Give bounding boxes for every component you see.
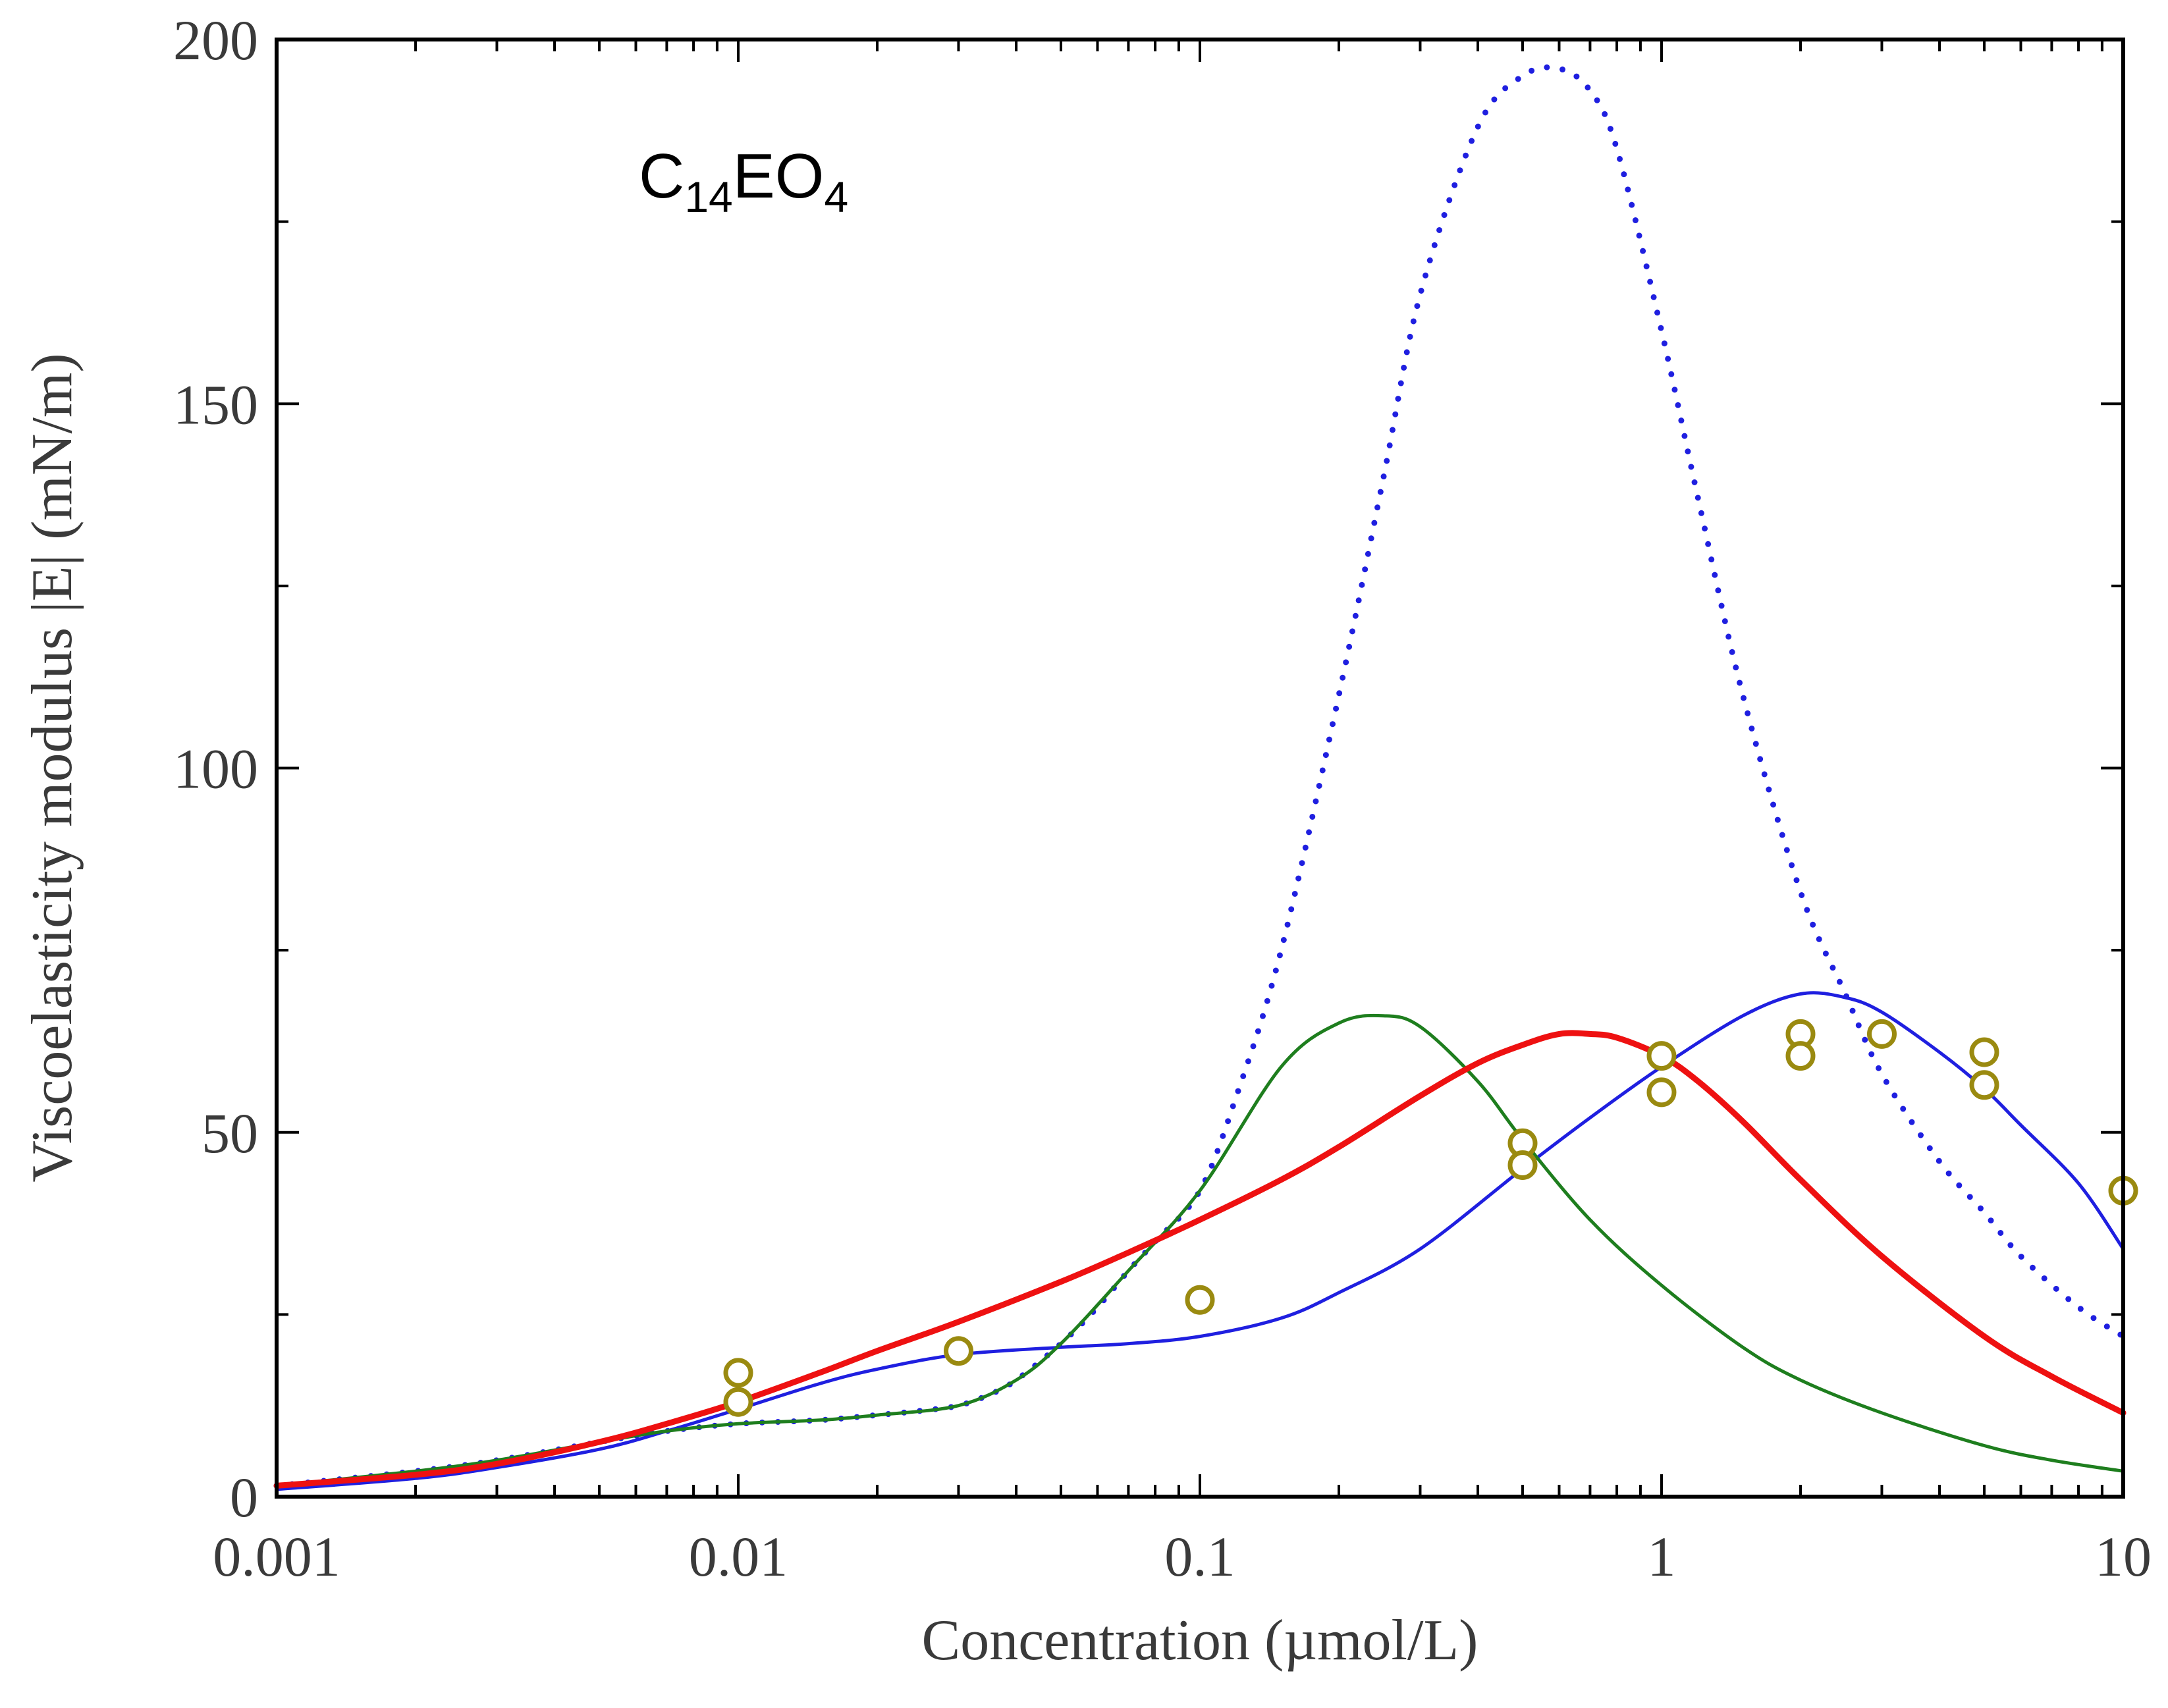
curves-layer — [273, 64, 2127, 1491]
y-tick-label: 50 — [202, 1102, 258, 1165]
data-point — [1867, 1019, 1897, 1049]
data-point — [1646, 1077, 1677, 1108]
x-axis-label: Concentration (µmol/L) — [922, 1609, 1478, 1672]
data-point — [723, 1387, 753, 1417]
data-point — [1507, 1150, 1538, 1180]
data-point — [1785, 1041, 1816, 1071]
y-tick-label: 200 — [173, 9, 258, 72]
data-point — [1969, 1037, 1999, 1067]
series-red-line — [273, 1030, 2127, 1489]
data-points-layer — [723, 1019, 2138, 1417]
y-tick-label: 150 — [173, 373, 258, 436]
x-tick-label: 0.1 — [1164, 1525, 1235, 1588]
data-point — [723, 1358, 753, 1388]
data-point — [1969, 1070, 1999, 1100]
data-point — [944, 1336, 973, 1366]
y-tick-label: 0 — [230, 1466, 258, 1529]
plot-frame — [275, 38, 2125, 1499]
data-point — [1646, 1041, 1677, 1071]
x-tick-label: 0.01 — [689, 1525, 788, 1588]
annotation-label: C14EO4 — [639, 141, 848, 221]
y-axis-label: Viscoelasticity modulus |E| (mN/m) — [20, 353, 84, 1182]
x-tick-label: 0.001 — [213, 1525, 340, 1588]
x-tick-label: 1 — [1648, 1525, 1676, 1588]
x-tick-label: 10 — [2095, 1525, 2152, 1588]
data-point — [1185, 1285, 1215, 1315]
series-green-line — [275, 1013, 2125, 1487]
y-tick-label: 100 — [173, 737, 258, 801]
